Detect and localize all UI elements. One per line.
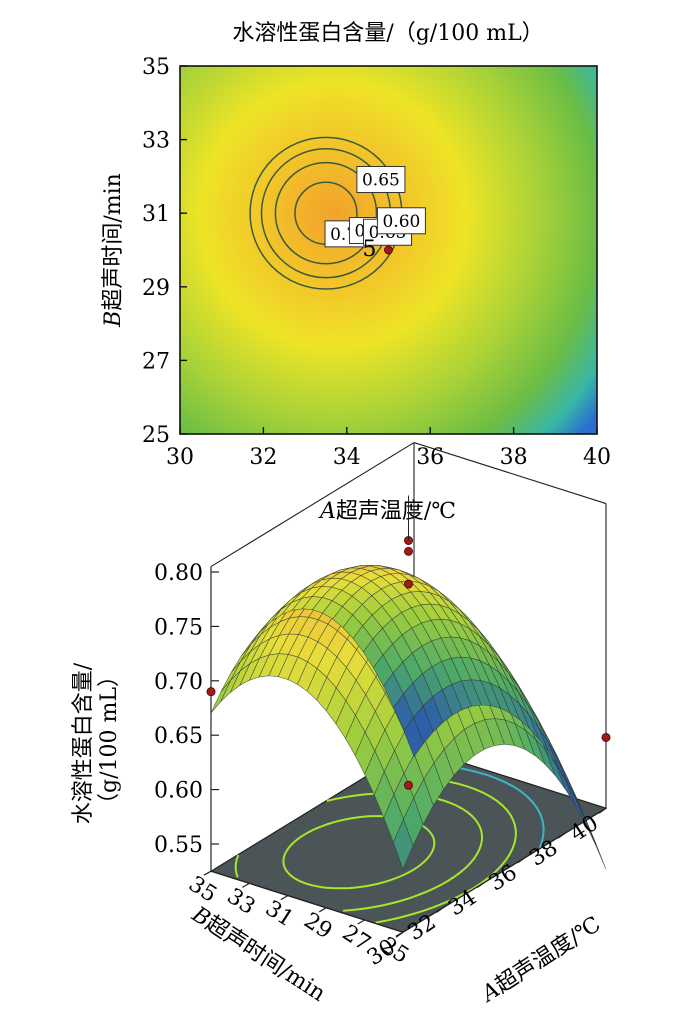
surface-floor-contour <box>282 815 436 890</box>
contour-x-tick-label: 40 <box>583 445 611 470</box>
contour-y-tick-label: 33 <box>142 129 170 154</box>
surface-x-axis-label: 超声温度/℃ <box>491 912 605 998</box>
surface-y-tick-label: 33 <box>222 884 259 920</box>
surface-mesh-cell <box>210 679 231 714</box>
surface-y-tick-mark <box>242 882 250 888</box>
contour-chart-title: 水溶性蛋白含量/（g/100 mL） <box>232 21 543 46</box>
contour-y-tick-label: 35 <box>142 55 170 80</box>
surface-x-tick-mark <box>476 882 485 889</box>
design-point-marker <box>384 245 393 255</box>
contour-label-text: 0.60 <box>382 212 420 232</box>
surface-z-axis-line2: （g/100 mL） <box>97 665 122 815</box>
contour-chart: 水溶性蛋白含量/（g/100 mL） 30 32 34 36 38 40252729313… <box>101 21 611 524</box>
surface-z-tick-label: 0.65 <box>154 724 203 749</box>
contour-x-tick-label: 38 <box>500 445 528 470</box>
surface-y-tick-mark <box>357 919 365 925</box>
surface-x-tick-mark <box>436 906 444 913</box>
contour-y-axis-title: B超声时间/min <box>101 173 126 328</box>
contour-line-0.70 <box>274 161 378 265</box>
design-point-label: 5 <box>363 237 377 262</box>
contour-value-labels: 0.750.700.650.600.65 <box>324 166 426 248</box>
surface-x-tick-mark <box>517 857 526 864</box>
surface-z-tick-label: 0.75 <box>154 615 203 640</box>
contour-y-tick-label: 31 <box>142 202 170 227</box>
surface-mesh-cell <box>403 716 424 758</box>
contour-label-text: 0.65 <box>362 171 400 191</box>
surface-z-axis-title: 水溶性蛋白含量/ （g/100 mL） <box>71 656 122 824</box>
contour-x-tick-label: 32 <box>249 445 277 470</box>
contour-x-tick-label: 34 <box>333 445 361 470</box>
surface-y-tick-mark <box>395 931 404 937</box>
surface-z-tick-label: 0.70 <box>154 670 203 695</box>
surface-z-tick-label: 0.60 <box>154 779 203 804</box>
contour-x-axis-title: A超声温度/℃ <box>318 499 456 524</box>
surface-design-points <box>206 495 611 790</box>
contour-plot-frame <box>179 65 598 435</box>
contour-label-0.60: 0.60 <box>376 207 426 235</box>
surface-design-point <box>206 687 216 697</box>
contour-y-tick-label: 25 <box>142 423 170 448</box>
contour-label-box <box>376 207 426 235</box>
contour-label-extra-0.65: 0.65 <box>356 166 406 194</box>
surface-design-point <box>404 579 413 589</box>
surface-x-axis-title: A超声温度/℃ <box>476 912 605 1008</box>
surface-z-axis-line1: 水溶性蛋白含量/ <box>71 662 96 824</box>
surface-x-tick-mark <box>558 832 566 839</box>
surface-z-tick-label: 0.55 <box>154 833 203 858</box>
contour-y-axis-label: 超声时间/min <box>101 173 126 310</box>
surface-mesh <box>210 565 607 871</box>
contour-x-tick-label: 30 <box>166 445 194 470</box>
contour-y-tick-label: 27 <box>142 349 170 374</box>
surface-design-point <box>404 546 413 556</box>
contour-y-axis-var: B <box>101 311 126 328</box>
contour-x-tick-label: 36 <box>416 445 444 470</box>
surface-y-tick-label: 29 <box>299 908 336 944</box>
contour-x-axis-label: 超声温度/℃ <box>336 499 456 524</box>
surface-y-tick-mark <box>203 870 212 876</box>
contour-ticks: 30 32 34 36 38 40 25 27 29 31 33 35 <box>142 55 611 470</box>
surface-z-tick-label: 0.80 <box>154 561 203 586</box>
surface-design-point <box>404 780 413 790</box>
contour-y-tick-label: 29 <box>142 276 170 301</box>
surface-y-axis-line <box>210 870 404 933</box>
surface-x-tick-mark <box>598 807 607 814</box>
contour-label-box <box>356 166 406 194</box>
surface-box-edge <box>413 442 607 505</box>
surface-y-tick-mark <box>280 895 289 901</box>
surface-design-point <box>601 732 611 742</box>
surface-y-tick-label: 31 <box>261 896 298 932</box>
surface-y-tick-mark <box>318 907 327 913</box>
contour-x-axis-var: A <box>318 499 336 524</box>
surface-box-edge <box>210 442 415 568</box>
